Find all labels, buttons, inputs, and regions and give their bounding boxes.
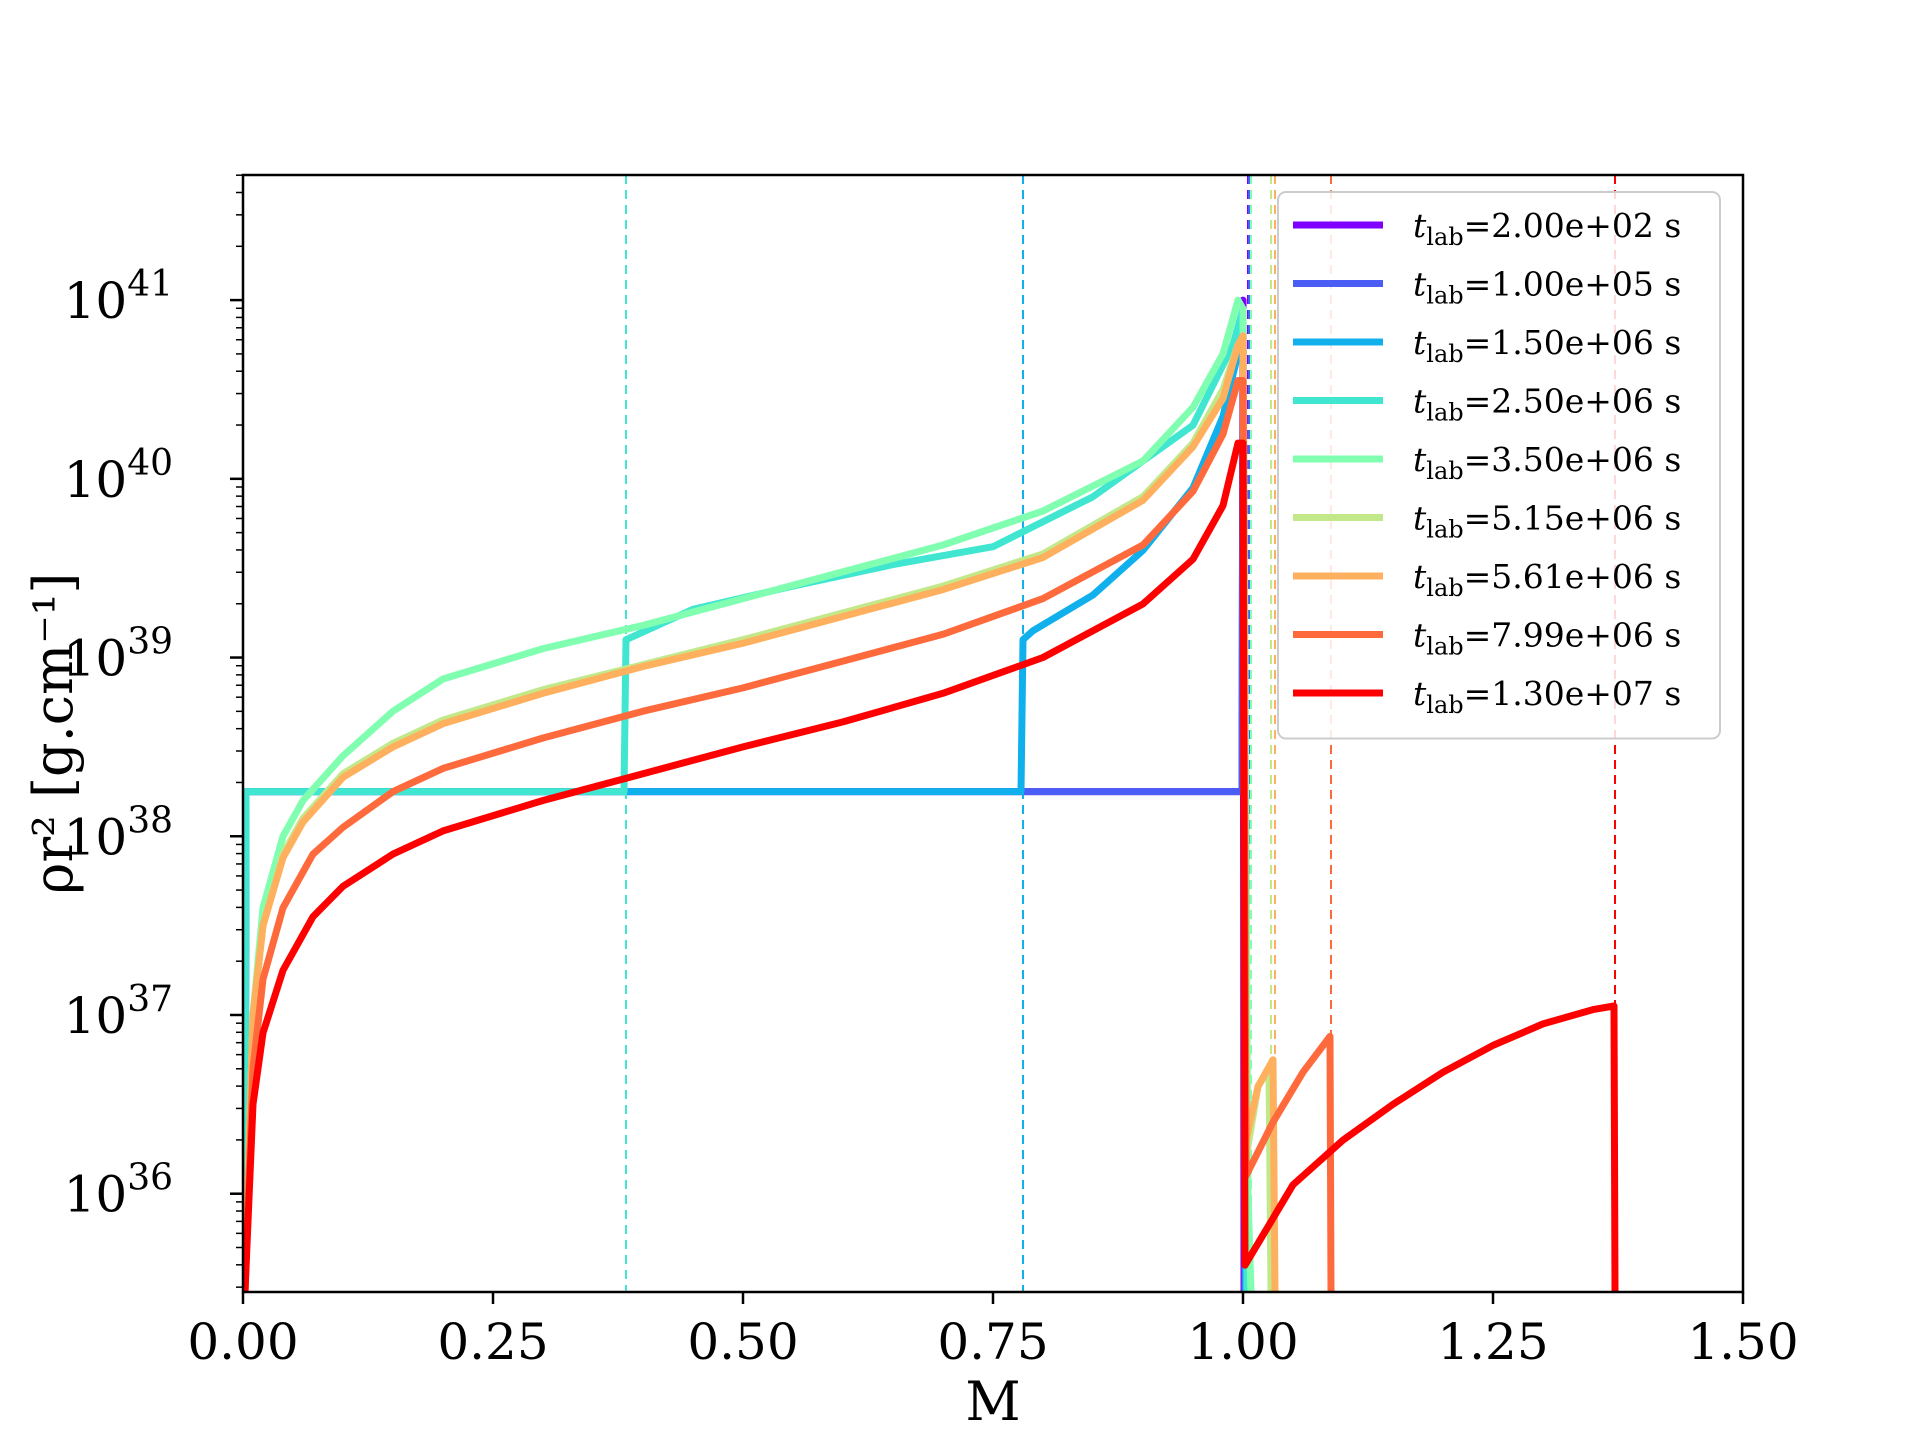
x-tick-label: 0.00 bbox=[187, 1313, 298, 1371]
y-tick-label: 1041 bbox=[64, 264, 173, 330]
axes: 0.00 0.25 0.50 0.75 1.00 1.25 1.50 1036 1037 1038… bbox=[22, 173, 1799, 1433]
legend-label: tlab=3.50e+06 s bbox=[1413, 440, 1681, 485]
x-tick-label: 1.50 bbox=[1687, 1313, 1798, 1371]
y-tick-label: 1036 bbox=[64, 1158, 173, 1224]
plot-area bbox=[243, 175, 1619, 1292]
legend-label: tlab=5.15e+06 s bbox=[1413, 499, 1681, 544]
legend: tlab=2.00e+02 s tlab=1.00e+05 s tlab=1.50e… bbox=[1277, 191, 1721, 740]
series-line bbox=[243, 296, 1248, 1292]
legend-label: tlab=5.61e+06 s bbox=[1413, 557, 1681, 602]
y-tick-label: 1037 bbox=[64, 979, 173, 1045]
y-tick-label: 1039 bbox=[64, 622, 173, 688]
legend-label: tlab=1.50e+06 s bbox=[1413, 323, 1681, 368]
legend-label: tlab=2.00e+02 s bbox=[1413, 206, 1681, 251]
series-line bbox=[243, 377, 1335, 1292]
series-line bbox=[243, 439, 1619, 1292]
series-line bbox=[243, 296, 1255, 1292]
y-tick-label: 1040 bbox=[64, 443, 173, 509]
series-line bbox=[243, 314, 1249, 1292]
x-tick-label: 0.25 bbox=[437, 1313, 548, 1371]
x-tick-label: 0.50 bbox=[687, 1313, 798, 1371]
series-line bbox=[243, 323, 1250, 1292]
legend-box bbox=[1277, 191, 1721, 740]
legend-label: tlab=1.30e+07 s bbox=[1413, 674, 1681, 719]
y-tick-label: 1038 bbox=[64, 800, 173, 866]
series-line bbox=[243, 305, 1251, 1292]
legend-label: tlab=7.99e+06 s bbox=[1413, 616, 1681, 661]
y-axis-label: ρr² [g.cm⁻¹] bbox=[22, 573, 85, 895]
x-tick-label: 1.25 bbox=[1437, 1313, 1548, 1371]
series-line bbox=[243, 341, 1275, 1292]
x-axis-label: M bbox=[965, 1370, 1020, 1433]
legend-label: tlab=2.50e+06 s bbox=[1413, 382, 1681, 427]
x-tick-label: 0.75 bbox=[937, 1313, 1048, 1371]
x-tick-label: 1.00 bbox=[1187, 1313, 1298, 1371]
legend-label: tlab=1.00e+05 s bbox=[1413, 265, 1681, 310]
